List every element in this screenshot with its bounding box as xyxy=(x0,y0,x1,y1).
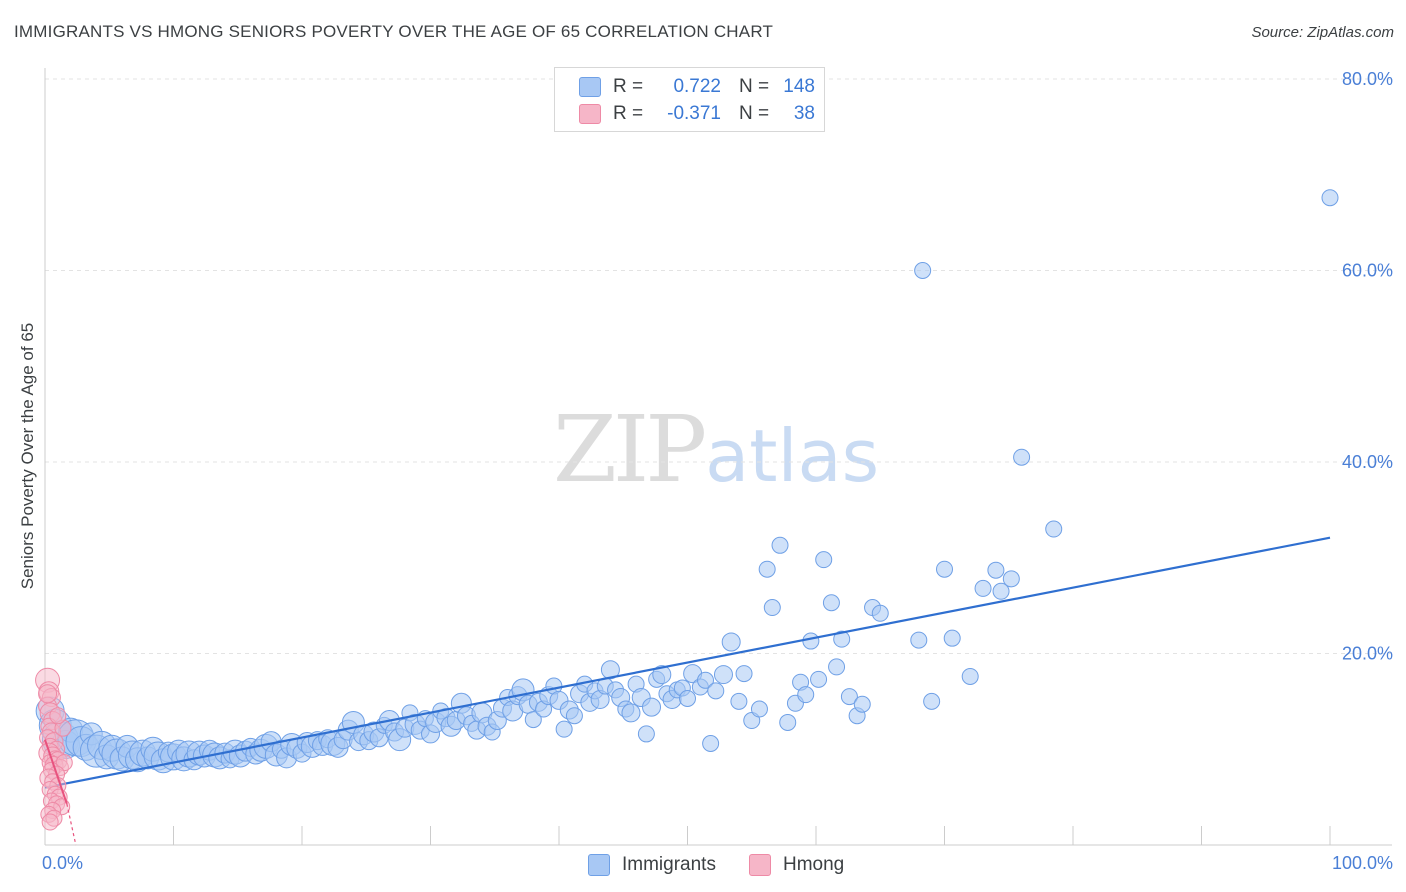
immigrants-point xyxy=(871,604,889,622)
immigrants-point xyxy=(763,599,781,617)
x-tick-label: 0.0% xyxy=(42,853,83,873)
immigrants-point xyxy=(992,582,1010,600)
immigrants-point xyxy=(987,561,1005,579)
legend-label-immigrants: Immigrants xyxy=(622,854,716,875)
immigrants-point xyxy=(923,692,941,710)
immigrants-point xyxy=(707,682,725,700)
hmong-point xyxy=(49,707,67,725)
immigrants-point xyxy=(565,707,583,725)
immigrants-point xyxy=(853,695,871,713)
legend-swatch-immigrants xyxy=(579,77,601,97)
immigrants-point xyxy=(730,692,748,710)
legend-n-value-immigrants: 148 xyxy=(783,76,815,97)
immigrants-point xyxy=(750,700,768,718)
immigrants-point xyxy=(797,686,815,704)
immigrants-point xyxy=(910,631,928,649)
chart-source: Source: ZipAtlas.com xyxy=(1251,24,1394,41)
immigrants-point xyxy=(1002,570,1020,588)
immigrants-point xyxy=(1321,189,1339,207)
immigrants-point xyxy=(642,697,662,717)
immigrants-point xyxy=(815,551,833,569)
immigrants-point xyxy=(637,725,655,743)
x-tick-label: 100.0% xyxy=(1332,853,1393,873)
series-legend: Immigrants Hmong xyxy=(588,852,877,878)
hmong-trend-extension xyxy=(66,803,77,846)
legend-r-value-immigrants: 0.722 xyxy=(673,76,721,97)
watermark-atlas: atlas xyxy=(705,414,880,498)
legend-r-value-hmong: -0.371 xyxy=(667,103,721,124)
legend-label-hmong: Hmong xyxy=(782,854,845,875)
immigrants-point xyxy=(914,262,932,279)
immigrants-point xyxy=(652,665,672,685)
hmong-point xyxy=(41,813,59,831)
immigrants-point xyxy=(702,735,720,753)
legend-n-value-hmong: 38 xyxy=(793,103,815,124)
legend-n-label: N = xyxy=(739,76,770,97)
immigrants-point xyxy=(822,594,840,612)
y-tick-label: 40.0% xyxy=(1342,452,1393,472)
immigrants-point xyxy=(524,711,542,729)
legend-r-label: R = xyxy=(613,76,644,97)
legend-swatch-immigrants xyxy=(588,854,610,876)
chart-title: IMMIGRANTS VS HMONG SENIORS POVERTY OVER… xyxy=(14,22,774,41)
watermark-zip: ZIP xyxy=(553,396,707,503)
immigrants-point xyxy=(679,690,696,708)
legend-item-immigrants[interactable]: Immigrants xyxy=(588,854,716,876)
immigrants-point xyxy=(779,713,797,731)
y-tick-label: 60.0% xyxy=(1342,261,1393,281)
legend-r-label: R = xyxy=(613,103,644,124)
immigrants-point xyxy=(974,579,992,597)
legend-row-immigrants: R = 0.722 N = 148 xyxy=(579,75,815,99)
watermark: ZIPatlas xyxy=(553,404,879,496)
immigrants-trend-line xyxy=(44,536,1331,789)
y-tick-label: 80.0% xyxy=(1342,69,1393,89)
immigrants-point xyxy=(833,630,851,648)
immigrants-point xyxy=(555,720,573,738)
immigrants-point xyxy=(828,658,846,676)
immigrants-point xyxy=(1045,520,1063,538)
immigrants-point xyxy=(713,665,733,685)
legend-n-label: N = xyxy=(739,103,770,124)
legend-swatch-hmong xyxy=(748,854,771,876)
hmong-trend-line xyxy=(44,739,68,805)
immigrants-point xyxy=(735,665,753,683)
immigrants-point xyxy=(961,667,979,685)
legend-item-hmong[interactable]: Hmong xyxy=(748,854,845,876)
immigrants-point xyxy=(758,560,776,578)
immigrants-point xyxy=(936,560,953,578)
immigrants-point xyxy=(621,703,641,723)
immigrants-point xyxy=(771,536,789,554)
immigrants-point xyxy=(721,632,741,652)
immigrants-point xyxy=(810,670,828,688)
immigrants-point xyxy=(943,629,961,647)
immigrants-point xyxy=(696,671,714,689)
y-tick-label: 20.0% xyxy=(1342,644,1393,664)
legend-row-hmong: R = -0.371 N = 38 xyxy=(579,102,815,126)
immigrants-point xyxy=(600,660,620,680)
correlation-legend: R = 0.722 N = 148 R = -0.371 N = 38 xyxy=(554,67,825,132)
immigrants-point xyxy=(1013,448,1031,466)
immigrants-point xyxy=(840,688,858,706)
hmong-point xyxy=(38,684,58,704)
legend-swatch-hmong xyxy=(579,104,601,124)
immigrants-point xyxy=(802,632,820,650)
